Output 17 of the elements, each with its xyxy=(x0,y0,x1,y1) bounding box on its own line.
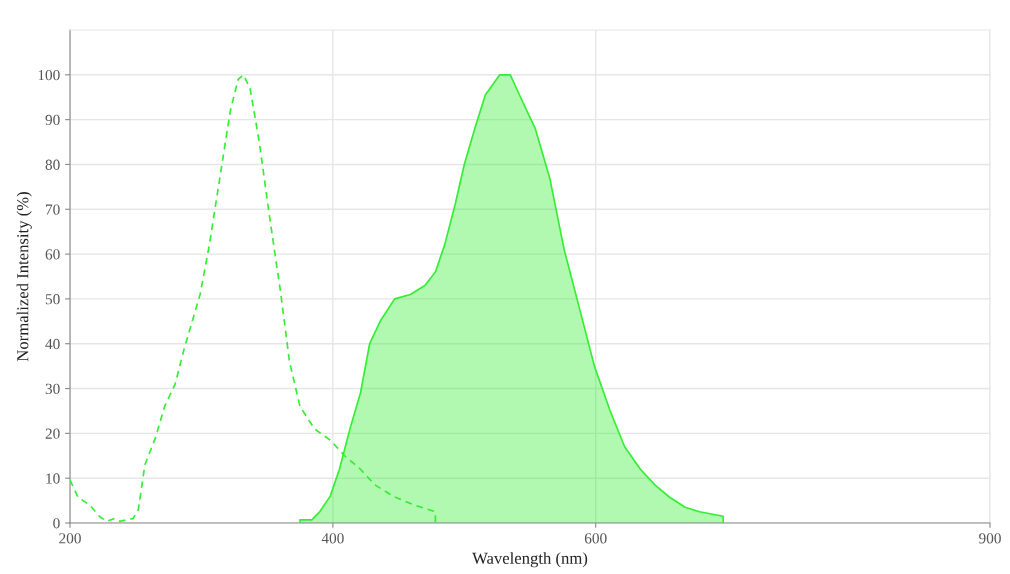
y-tick-label: 10 xyxy=(46,473,60,484)
y-tick-label: 80 xyxy=(45,159,60,170)
x-tick-label: 900 xyxy=(979,533,1001,544)
x-axis-title: Wavelength (nm) xyxy=(472,552,588,568)
y-tick-label: 0 xyxy=(53,518,60,529)
x-tick-label: 400 xyxy=(321,533,344,544)
x-tick-label: 200 xyxy=(59,533,81,544)
y-tick-label: 40 xyxy=(45,338,60,350)
y-tick-label: 60 xyxy=(45,249,60,260)
y-axis-title: Normalized Intensity (%) xyxy=(16,192,32,362)
y-tick-label: 100 xyxy=(38,69,60,81)
y-tick-label: 70 xyxy=(46,204,60,215)
y-tick-label: 90 xyxy=(45,114,60,126)
y-tick-label: 30 xyxy=(45,383,60,394)
y-tick-label: 20 xyxy=(45,428,60,439)
x-tick-label: 600 xyxy=(584,533,607,544)
y-tick-label: 50 xyxy=(45,294,60,305)
